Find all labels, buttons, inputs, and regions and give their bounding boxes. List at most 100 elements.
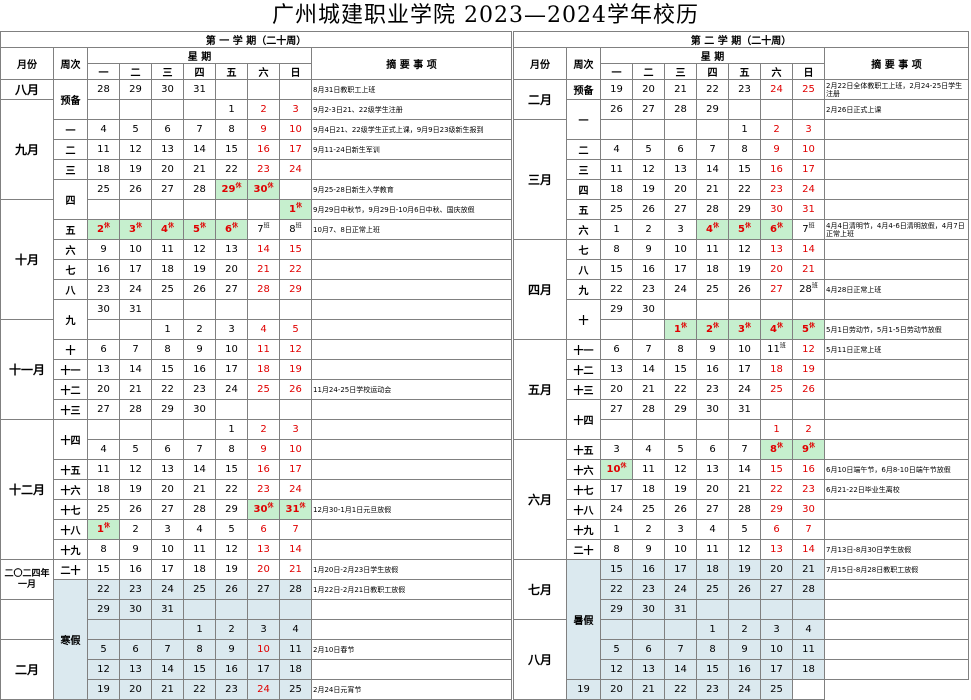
date-cell: 22 [664, 379, 697, 400]
date-cell: 11 [696, 539, 729, 560]
date-cell: 12 [183, 239, 216, 260]
month-label: 二月 [513, 79, 567, 120]
date-number: 27 [610, 404, 623, 415]
holiday-date-cell: 5休 [183, 219, 216, 240]
date-number: 9 [100, 244, 107, 255]
date-number: 17 [225, 364, 238, 375]
holiday-date-cell: 10休 [600, 459, 633, 480]
rest-day-marker: 休 [776, 322, 783, 330]
date-cell: 15 [760, 459, 793, 480]
date-number: 31 [129, 304, 142, 315]
date-cell: 24 [728, 679, 761, 700]
date-number: 15 [225, 464, 238, 475]
event-note: 9月29日中秋节，9月29日-10月6日中秋、国庆放假 [311, 199, 512, 220]
rest-day-marker: 休 [712, 322, 719, 330]
date-cell: 23 [696, 379, 729, 400]
date-number: 16 [97, 264, 110, 275]
date-cell: 23 [183, 379, 216, 400]
date-cell: 13 [151, 139, 184, 160]
date-number: 25 [610, 204, 623, 215]
date-number: 12 [738, 544, 751, 555]
holiday-date-cell: 29休 [215, 179, 248, 200]
date-number: 5 [193, 224, 200, 235]
date-number: 4 [645, 444, 652, 455]
calendar-row: 四 18 19 20 21 22 23 24 [514, 179, 969, 200]
date-cell: 26 [279, 379, 312, 400]
month-label: 十月 [0, 199, 54, 320]
date-cell [119, 619, 152, 640]
date-number: 17 [770, 664, 783, 675]
date-number: 9 [645, 244, 652, 255]
holiday-date-cell: 1休 [279, 199, 312, 220]
date-number: 10 [674, 544, 687, 555]
calendar-row: 十五 11 12 13 14 15 16 17 [1, 459, 512, 480]
date-number: 20 [161, 484, 174, 495]
date-number: 25 [770, 384, 783, 395]
date-number: 26 [225, 584, 238, 595]
weekday-header: 日 [792, 63, 825, 80]
date-cell: 9 [728, 639, 761, 660]
event-note [311, 659, 512, 680]
date-number: 26 [610, 104, 623, 115]
date-cell: 19 [87, 679, 120, 700]
date-number: 21 [193, 164, 206, 175]
date-cell [760, 99, 793, 120]
rest-day-marker: 休 [744, 222, 751, 230]
date-cell: 11 [87, 459, 120, 480]
calendar-row: 七月 暑假 15 16 17 18 19 20 21 7月15日-8月28日教职工放假 [513, 559, 969, 680]
date-number: 11 [642, 464, 655, 475]
date-number: 24 [674, 584, 687, 595]
calendar-row: 十 29 30 [514, 299, 969, 340]
date-cell: 21 [119, 379, 152, 400]
event-note [824, 399, 969, 420]
date-cell: 18 [247, 359, 280, 380]
date-cell: 14 [792, 539, 825, 560]
date-number: 28 [802, 584, 815, 595]
date-cell: 17 [728, 359, 761, 380]
date-cell: 27 [215, 279, 248, 300]
event-note [311, 319, 512, 340]
date-number: 17 [161, 564, 174, 575]
date-number: 12 [610, 664, 623, 675]
date-cell: 15 [215, 139, 248, 160]
event-note [824, 199, 969, 220]
holiday-date-cell: 2休 [87, 219, 120, 240]
date-number: 7 [805, 524, 812, 535]
date-cell: 23 [696, 679, 729, 700]
date-cell: 14 [247, 239, 280, 260]
date-cell: 4 [600, 139, 633, 160]
date-cell: 27 [632, 99, 665, 120]
date-cell: 5 [664, 439, 697, 460]
date-cell: 26 [119, 499, 152, 520]
event-note [824, 639, 969, 660]
date-cell: 14 [183, 459, 216, 480]
date-number: 16 [225, 664, 238, 675]
month-label: 八月 [513, 619, 567, 700]
date-cell: 13 [664, 159, 697, 180]
date-number: 24 [161, 584, 174, 595]
date-number: 29 [161, 404, 174, 415]
date-number: 26 [738, 284, 751, 295]
event-note [311, 519, 512, 540]
date-number: 21 [706, 184, 719, 195]
date-number: 13 [97, 364, 110, 375]
date-number: 26 [193, 284, 206, 295]
date-cell: 11 [247, 339, 280, 360]
date-cell: 19 [600, 79, 633, 100]
date-number: 11 [706, 544, 719, 555]
date-cell: 6 [119, 639, 152, 660]
date-number: 9 [645, 544, 652, 555]
date-cell: 30 [87, 299, 120, 320]
date-number: 16 [802, 464, 815, 475]
date-number: 16 [257, 144, 270, 155]
date-number: 15 [674, 364, 687, 375]
date-cell: 21 [151, 679, 184, 700]
date-cell: 12 [600, 659, 633, 680]
date-cell: 16 [728, 659, 761, 680]
date-cell: 21 [632, 679, 665, 700]
date-number: 4 [805, 624, 812, 635]
week-label: 十二 [566, 359, 601, 380]
weekday-header: 日 [279, 63, 312, 80]
date-cell [279, 179, 312, 200]
date-number: 8 [709, 644, 716, 655]
